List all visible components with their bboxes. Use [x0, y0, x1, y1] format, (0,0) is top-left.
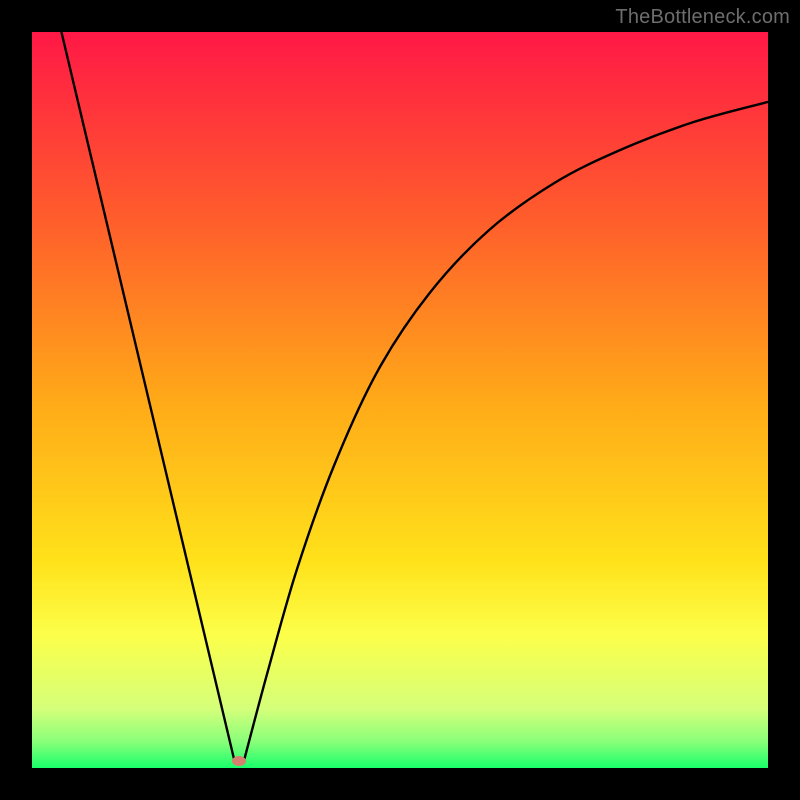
vertex-marker-icon [232, 756, 246, 766]
right-branch-line [244, 102, 768, 761]
left-branch-line [61, 32, 234, 761]
bottleneck-curve [32, 32, 768, 768]
watermark-text: TheBottleneck.com [615, 6, 790, 29]
chart-frame: TheBottleneck.com [0, 0, 800, 800]
